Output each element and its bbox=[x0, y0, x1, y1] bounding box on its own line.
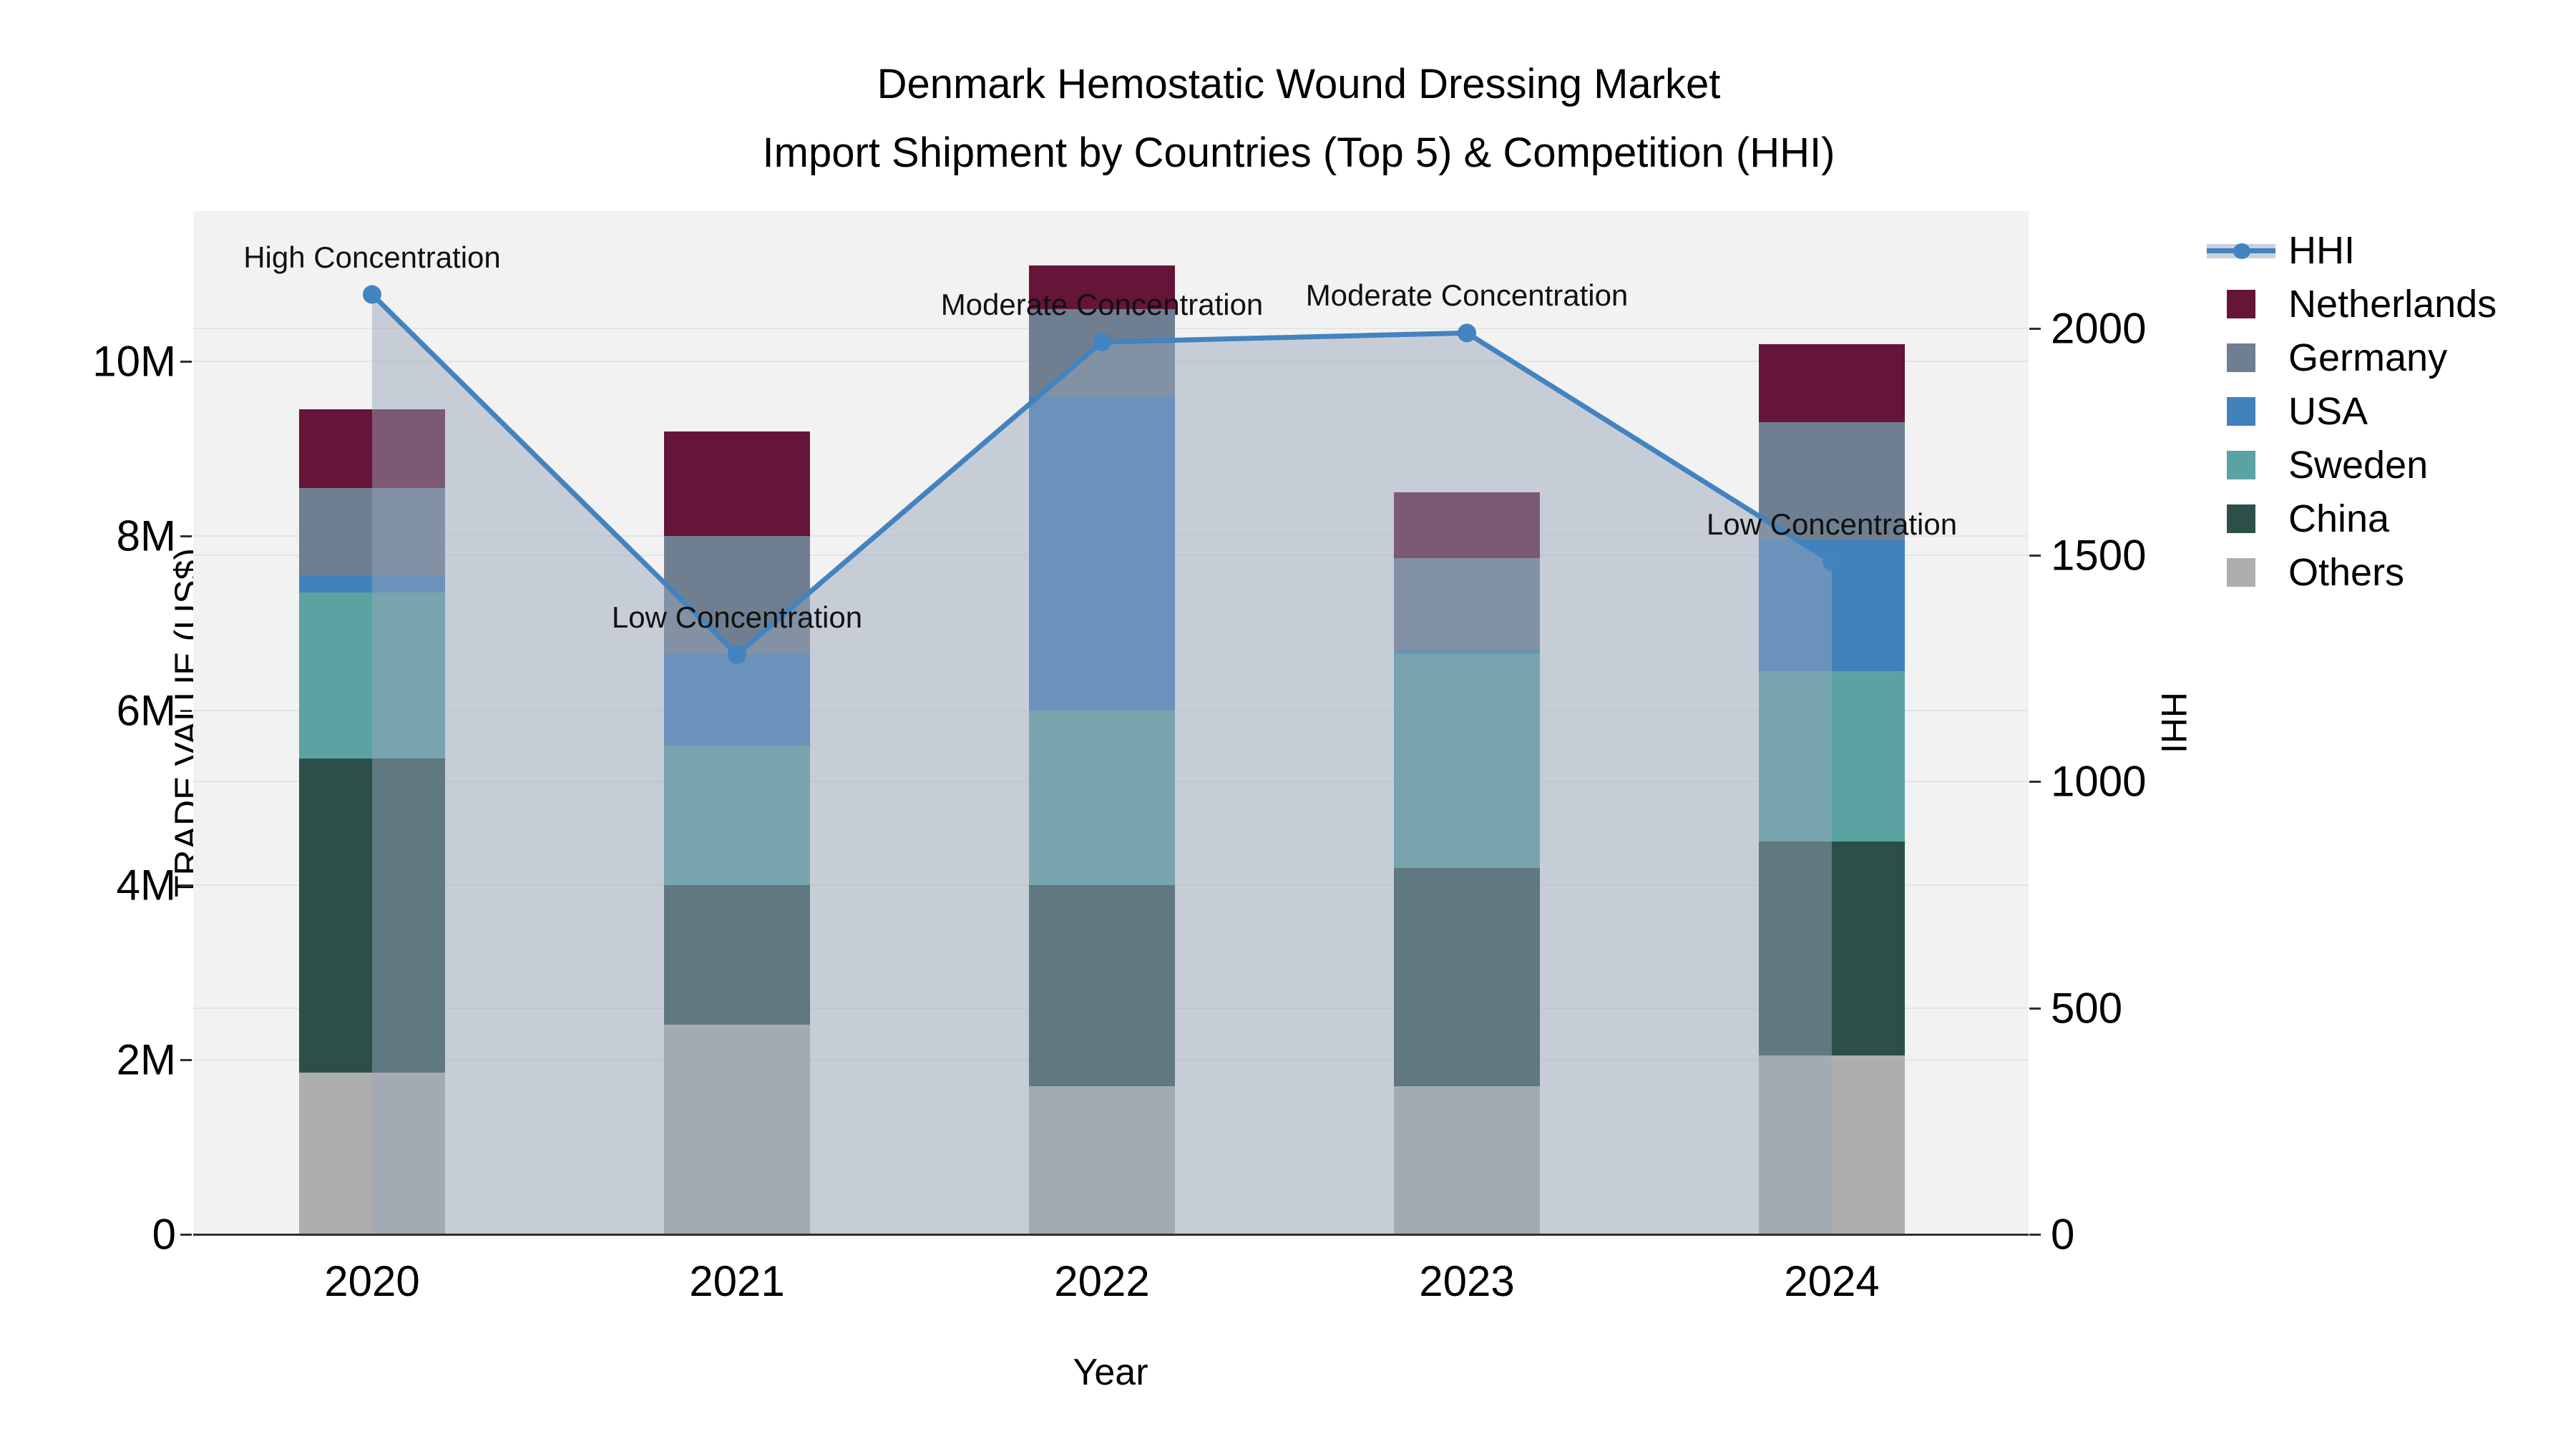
legend-swatch-netherlands bbox=[2227, 289, 2255, 318]
y-left-tickmark bbox=[180, 884, 192, 887]
legend-item-sweden[interactable]: Sweden bbox=[2198, 438, 2497, 492]
bar-segment-others-2021 bbox=[664, 1025, 810, 1234]
bar-segment-others-2024 bbox=[1759, 1055, 1905, 1234]
y-right-tickmark bbox=[2029, 781, 2041, 783]
bar-segment-netherlands-2022 bbox=[1029, 265, 1175, 309]
legend-label-china: China bbox=[2288, 497, 2390, 540]
x-axis-title: Year bbox=[1073, 1352, 1148, 1393]
legend-swatch-others bbox=[2227, 557, 2255, 587]
bar-segment-china-2022 bbox=[1029, 885, 1175, 1086]
x-tick-label-2020: 2020 bbox=[324, 1257, 420, 1305]
legend-swatch-germany bbox=[2227, 343, 2255, 372]
y-right-tickmark bbox=[2029, 1007, 2041, 1010]
bar-segment-usa-2023 bbox=[1394, 649, 1540, 654]
legend-item-netherlands[interactable]: Netherlands bbox=[2198, 277, 2497, 331]
bar-segment-others-2023 bbox=[1394, 1085, 1540, 1234]
y-right-tick-label: 500 bbox=[2051, 984, 2123, 1032]
y-left-tick-label: 8M bbox=[116, 512, 176, 560]
chart-title-line1: Denmark Hemostatic Wound Dressing Market bbox=[877, 61, 1721, 107]
bar-segment-sweden-2021 bbox=[664, 745, 810, 885]
bar-segment-germany-2024 bbox=[1759, 422, 1905, 541]
bar-segment-netherlands-2021 bbox=[664, 431, 810, 536]
hhi-marker-2022 bbox=[1093, 332, 1111, 351]
legend-label-germany: Germany bbox=[2288, 336, 2448, 379]
legend: HHI Netherlands Germany USA Sweden China Other… bbox=[2198, 223, 2497, 599]
y-left-tickmark bbox=[180, 1234, 192, 1236]
y-left-tickmark bbox=[180, 1059, 192, 1061]
x-tick-label-2023: 2023 bbox=[1419, 1257, 1515, 1305]
legend-item-hhi[interactable]: HHI bbox=[2198, 223, 2497, 277]
chart-title-line2: Import Shipment by Countries (Top 5) & C… bbox=[762, 130, 1835, 176]
legend-item-others[interactable]: Others bbox=[2198, 545, 2497, 599]
annotation-2024: Low Concentration bbox=[1706, 507, 1958, 541]
y-left-tick-label: 2M bbox=[116, 1035, 176, 1084]
legend-item-germany[interactable]: Germany bbox=[2198, 331, 2497, 384]
bar-segment-sweden-2023 bbox=[1394, 653, 1540, 868]
hhi-area-fill bbox=[372, 294, 1832, 1234]
x-tick-label-2021: 2021 bbox=[689, 1257, 785, 1305]
plot-area: High Concentration Low Concentration Moder… bbox=[193, 211, 2029, 1234]
x-tick-label-2024: 2024 bbox=[1784, 1257, 1880, 1305]
legend-label-netherlands: Netherlands bbox=[2288, 282, 2497, 326]
bar-segment-china-2021 bbox=[664, 885, 810, 1025]
legend-swatch-usa bbox=[2227, 396, 2255, 426]
legend-label-others: Others bbox=[2288, 550, 2405, 594]
bar-segment-usa-2020 bbox=[299, 575, 445, 593]
y-right-tickmark bbox=[2029, 1234, 2041, 1236]
legend-label-sweden: Sweden bbox=[2288, 443, 2429, 487]
hhi-marker-2024 bbox=[1823, 552, 1841, 571]
y-left-tick-label: 10M bbox=[92, 337, 176, 386]
y-left-tick-label: 6M bbox=[116, 686, 176, 735]
hhi-marker-2021 bbox=[728, 645, 746, 664]
hhi-marker-2020 bbox=[363, 285, 381, 304]
bar-segment-sweden-2022 bbox=[1029, 711, 1175, 885]
y-right-tick-label: 2000 bbox=[2051, 304, 2147, 353]
bar-segment-usa-2021 bbox=[664, 653, 810, 746]
legend-swatch-sweden bbox=[2227, 450, 2255, 479]
y-right-tick-label: 0 bbox=[2051, 1210, 2075, 1259]
y-right-tick-label: 1000 bbox=[2051, 757, 2147, 806]
legend-item-china[interactable]: China bbox=[2198, 492, 2497, 545]
hhi-line-layer bbox=[363, 285, 1841, 1234]
x-tick-label-2022: 2022 bbox=[1054, 1257, 1150, 1305]
y-left-tick-label: 4M bbox=[116, 861, 176, 909]
bar-segment-others-2022 bbox=[1029, 1085, 1175, 1234]
y-left-tickmark bbox=[180, 361, 192, 363]
legend-item-usa[interactable]: USA bbox=[2198, 384, 2497, 438]
y-right-tickmark bbox=[2029, 328, 2041, 330]
y-right-tick-label: 1500 bbox=[2051, 531, 2147, 579]
annotation-2022: Moderate Concentration bbox=[940, 287, 1264, 321]
bar-segment-germany-2023 bbox=[1394, 557, 1540, 650]
y-left-tickmark bbox=[180, 710, 192, 712]
y-left-tick-label: 0 bbox=[152, 1210, 176, 1259]
bar-segment-china-2020 bbox=[299, 758, 445, 1073]
y-left-tickmark bbox=[180, 535, 192, 537]
y-right-tickmark bbox=[2029, 554, 2041, 557]
bar-segment-netherlands-2023 bbox=[1394, 492, 1540, 558]
bar-segment-sweden-2020 bbox=[299, 592, 445, 759]
bar-segment-china-2023 bbox=[1394, 867, 1540, 1086]
bar-segment-germany-2021 bbox=[664, 536, 810, 654]
hhi-line-icon bbox=[2207, 236, 2275, 265]
bar-segment-germany-2020 bbox=[299, 487, 445, 575]
bar-segment-netherlands-2020 bbox=[299, 409, 445, 488]
annotation-2021: Low Concentration bbox=[611, 600, 863, 634]
bar-segment-others-2020 bbox=[299, 1073, 445, 1234]
y-axis-title-right: HHI bbox=[2154, 691, 2195, 754]
chart-title: Denmark Hemostatic Wound Dressing Market… bbox=[763, 50, 1835, 187]
bar-segment-sweden-2024 bbox=[1759, 671, 1905, 841]
hhi-marker-2023 bbox=[1458, 323, 1476, 343]
bar-segment-china-2024 bbox=[1759, 841, 1905, 1055]
legend-swatch-china bbox=[2227, 504, 2255, 533]
bar-segment-usa-2022 bbox=[1029, 396, 1175, 711]
x-axis-line bbox=[193, 1234, 2029, 1236]
legend-label-usa: USA bbox=[2288, 389, 2368, 433]
annotation-2023: Moderate Concentration bbox=[1305, 278, 1629, 313]
legend-label-hhi: HHI bbox=[2288, 228, 2355, 272]
annotation-2020: High Concentration bbox=[243, 240, 501, 274]
bar-segment-netherlands-2024 bbox=[1759, 343, 1905, 423]
